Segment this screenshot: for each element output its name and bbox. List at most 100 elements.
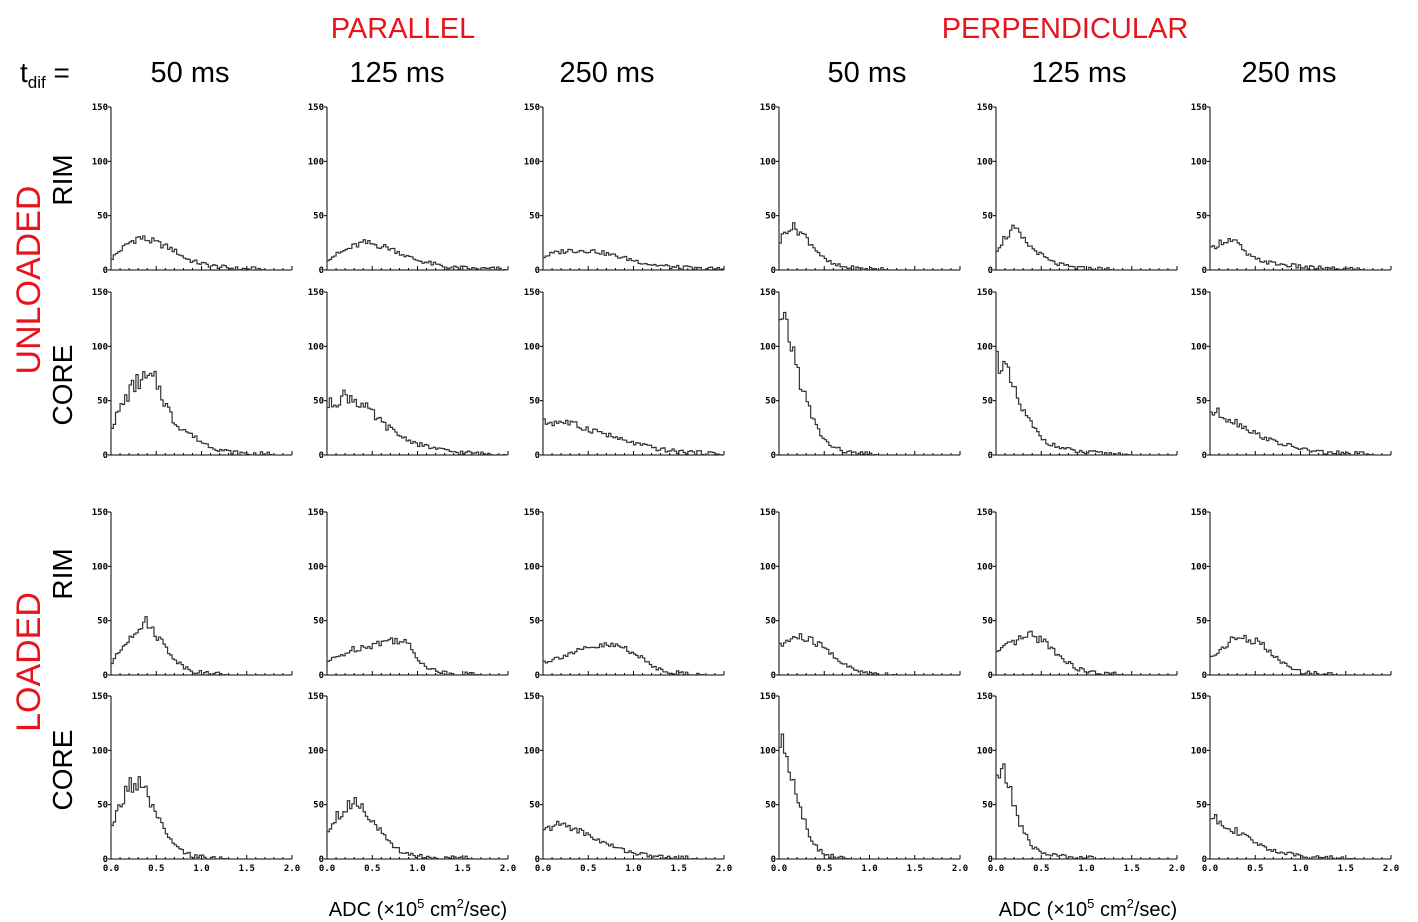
x-tick-label-loaded-core-parallel-50-3: 1.5 [239, 864, 255, 874]
y-tick-label-unloaded-core-parallel-125-3: 150 [308, 288, 324, 298]
y-tick-label-unloaded-rim-parallel-125-1: 50 [313, 212, 324, 222]
y-tick-label-unloaded-rim-parallel-250-3: 150 [524, 103, 540, 113]
x-tick-label-loaded-core-perpendicular-50-2: 1.0 [861, 864, 877, 874]
time-header-parallel-50: 50 ms [151, 57, 230, 89]
panel-loaded-core-parallel-50: 0 50 100 150 0.0 0.5 1.0 1.5 2.0 [92, 692, 300, 874]
panel-loaded-rim-perpendicular-250: 0 50 100 150 [1191, 508, 1392, 681]
histogram-line-loaded-rim-perpendicular-50 [779, 633, 960, 676]
y-tick-label-loaded-rim-parallel-250-2: 100 [524, 562, 540, 572]
y-tick-label-loaded-core-parallel-50-2: 100 [92, 746, 108, 756]
y-tick-label-loaded-rim-parallel-50-2: 100 [92, 562, 108, 572]
x-tick-label-loaded-core-perpendicular-250-2: 1.0 [1292, 864, 1308, 874]
y-tick-label-loaded-core-perpendicular-250-1: 50 [1196, 801, 1207, 811]
row-label-unloaded-rim: RIM [47, 154, 78, 205]
y-tick-label-loaded-rim-perpendicular-50-0: 0 [771, 671, 776, 681]
y-tick-label-unloaded-core-parallel-50-0: 0 [103, 451, 108, 461]
histogram-line-loaded-core-parallel-250 [543, 820, 724, 860]
histogram-line-unloaded-core-perpendicular-50 [779, 311, 960, 456]
y-tick-label-unloaded-core-parallel-250-2: 100 [524, 342, 540, 352]
x-tick-label-loaded-core-perpendicular-250-0: 0.0 [1202, 864, 1218, 874]
time-header-parallel-125: 125 ms [349, 57, 444, 89]
panel-loaded-core-perpendicular-250: 0 50 100 150 0.0 0.5 1.0 1.5 2.0 [1191, 692, 1399, 874]
y-tick-label-loaded-core-parallel-250-1: 50 [529, 801, 540, 811]
x-tick-label-loaded-core-perpendicular-50-1: 0.5 [816, 864, 832, 874]
panel-unloaded-rim-parallel-125: 0 50 100 150 [308, 103, 509, 276]
histogram-line-loaded-rim-parallel-250 [543, 642, 724, 676]
y-tick-label-unloaded-core-perpendicular-50-3: 150 [760, 288, 776, 298]
x-tick-label-loaded-core-perpendicular-125-4: 2.0 [1169, 864, 1185, 874]
x-tick-label-loaded-core-parallel-250-2: 1.0 [625, 864, 641, 874]
histogram-line-unloaded-rim-perpendicular-50 [779, 222, 960, 271]
y-tick-label-loaded-rim-parallel-250-0: 0 [535, 671, 540, 681]
y-tick-label-unloaded-rim-parallel-125-3: 150 [308, 103, 324, 113]
y-tick-label-unloaded-core-parallel-250-3: 150 [524, 288, 540, 298]
tdif-t: t [20, 57, 28, 88]
histogram-line-loaded-rim-parallel-125 [327, 637, 508, 676]
panel-unloaded-core-parallel-125: 0 50 100 150 [308, 288, 509, 461]
y-tick-label-unloaded-rim-perpendicular-125-2: 100 [977, 157, 993, 167]
row-label-loaded-core: CORE [47, 730, 78, 811]
panel-unloaded-core-perpendicular-250: 0 50 100 150 [1191, 288, 1392, 461]
tdif-label: tdif = [20, 57, 70, 92]
y-tick-label-loaded-rim-perpendicular-250-2: 100 [1191, 562, 1207, 572]
y-tick-label-unloaded-core-perpendicular-250-3: 150 [1191, 288, 1207, 298]
time-header-perpendicular-250: 250 ms [1241, 57, 1336, 89]
y-tick-label-unloaded-core-parallel-250-0: 0 [535, 451, 540, 461]
y-tick-label-unloaded-rim-parallel-250-2: 100 [524, 157, 540, 167]
y-tick-label-unloaded-core-perpendicular-50-1: 50 [765, 397, 776, 407]
histogram-line-unloaded-core-parallel-50 [111, 370, 292, 456]
time-header-perpendicular-125: 125 ms [1031, 57, 1126, 89]
y-tick-label-loaded-rim-perpendicular-125-3: 150 [977, 508, 993, 518]
y-tick-label-loaded-core-perpendicular-50-3: 150 [760, 692, 776, 702]
panel-unloaded-rim-parallel-250: 0 50 100 150 [524, 103, 725, 276]
y-tick-label-loaded-core-perpendicular-50-1: 50 [765, 801, 776, 811]
header-perpendicular: PERPENDICULAR [942, 13, 1189, 45]
histogram-line-loaded-core-perpendicular-250 [1210, 814, 1391, 860]
y-tick-label-unloaded-rim-parallel-50-3: 150 [92, 103, 108, 113]
y-tick-label-unloaded-rim-parallel-50-2: 100 [92, 157, 108, 167]
y-tick-label-unloaded-core-parallel-125-1: 50 [313, 397, 324, 407]
x-tick-label-loaded-core-parallel-50-2: 1.0 [193, 864, 209, 874]
y-tick-label-loaded-core-parallel-250-2: 100 [524, 746, 540, 756]
y-tick-label-loaded-rim-perpendicular-125-1: 50 [982, 617, 993, 627]
tdif-subscript: dif [28, 73, 46, 92]
y-tick-label-unloaded-rim-parallel-50-0: 0 [103, 266, 108, 276]
histogram-line-loaded-rim-perpendicular-125 [996, 630, 1177, 676]
panel-unloaded-core-perpendicular-50: 0 50 100 150 [760, 288, 961, 461]
histogram-line-loaded-rim-perpendicular-250 [1210, 634, 1391, 676]
histogram-line-unloaded-core-parallel-125 [327, 389, 508, 456]
y-tick-label-unloaded-rim-perpendicular-125-3: 150 [977, 103, 993, 113]
x-tick-label-loaded-core-perpendicular-125-3: 1.5 [1124, 864, 1140, 874]
y-tick-label-unloaded-core-perpendicular-125-0: 0 [988, 451, 993, 461]
panel-unloaded-rim-perpendicular-125: 0 50 100 150 [977, 103, 1178, 276]
panel-loaded-rim-parallel-50: 0 50 100 150 [92, 508, 293, 681]
y-tick-label-unloaded-core-perpendicular-50-0: 0 [771, 451, 776, 461]
x-tick-label-loaded-core-perpendicular-125-0: 0.0 [988, 864, 1004, 874]
y-tick-label-loaded-core-perpendicular-125-3: 150 [977, 692, 993, 702]
y-tick-label-loaded-core-parallel-125-3: 150 [308, 692, 324, 702]
y-tick-label-loaded-core-parallel-50-1: 50 [97, 801, 108, 811]
row-label-unloaded-core: CORE [47, 345, 78, 426]
x-tick-label-loaded-core-perpendicular-125-2: 1.0 [1078, 864, 1094, 874]
histogram-line-unloaded-rim-perpendicular-125 [996, 224, 1177, 271]
x-tick-label-loaded-core-parallel-50-4: 2.0 [284, 864, 300, 874]
y-tick-label-loaded-rim-parallel-50-1: 50 [97, 617, 108, 627]
panel-loaded-rim-perpendicular-50: 0 50 100 150 [760, 508, 961, 681]
y-tick-label-loaded-rim-perpendicular-125-2: 100 [977, 562, 993, 572]
histogram-line-loaded-core-parallel-125 [327, 796, 508, 860]
header-parallel: PARALLEL [331, 13, 476, 45]
y-tick-label-loaded-core-perpendicular-50-0: 0 [771, 855, 776, 865]
x-tick-label-loaded-core-parallel-125-0: 0.0 [319, 864, 335, 874]
panel-unloaded-rim-perpendicular-50: 0 50 100 150 [760, 103, 961, 276]
y-tick-label-loaded-core-parallel-50-0: 0 [103, 855, 108, 865]
y-tick-label-loaded-core-parallel-50-3: 150 [92, 692, 108, 702]
x-tick-label-loaded-core-parallel-125-2: 1.0 [409, 864, 425, 874]
x-axis-title-perpendicular: ADC (×105 cm2/sec) [999, 896, 1177, 921]
x-tick-label-loaded-core-parallel-250-0: 0.0 [535, 864, 551, 874]
y-tick-label-loaded-rim-parallel-125-3: 150 [308, 508, 324, 518]
y-tick-label-loaded-rim-parallel-250-3: 150 [524, 508, 540, 518]
y-tick-label-unloaded-core-perpendicular-250-0: 0 [1202, 451, 1207, 461]
y-tick-label-unloaded-rim-parallel-250-0: 0 [535, 266, 540, 276]
y-tick-label-unloaded-rim-perpendicular-250-2: 100 [1191, 157, 1207, 167]
